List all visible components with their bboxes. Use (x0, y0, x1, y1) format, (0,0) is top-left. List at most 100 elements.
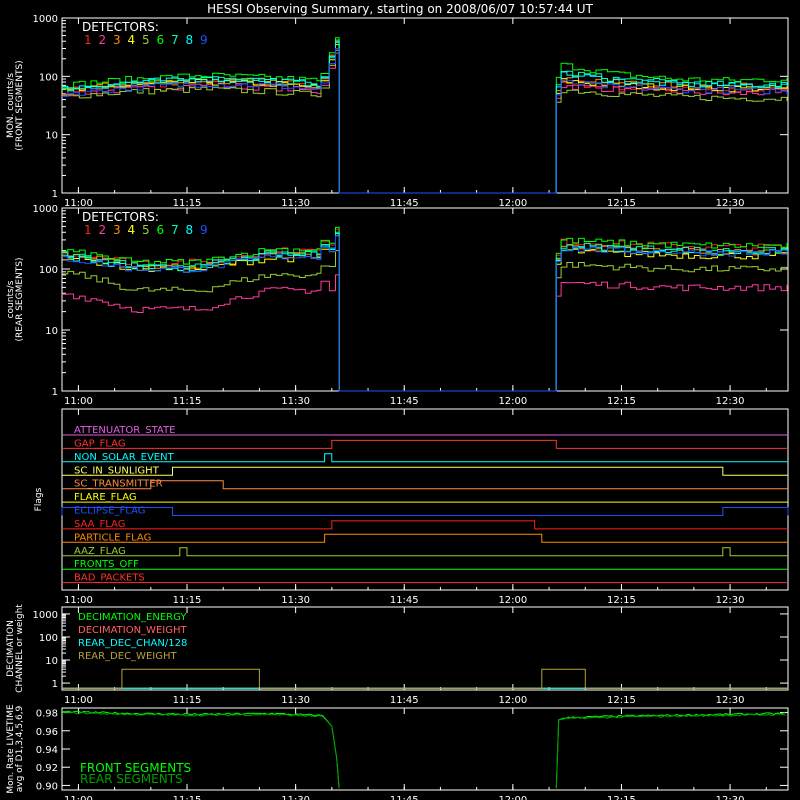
livetime-xtick-label: 12:00 (498, 795, 527, 800)
decimation-legend-2: REAR_DEC_CHAN/128 (78, 638, 187, 649)
rear-legend-detector-4: 4 (128, 223, 136, 237)
rear-legend-detector-6: 6 (157, 223, 165, 237)
panels: 11:00 11:15 11:30 11:45 12:00 12:15 12:30 MON. … (6, 14, 789, 800)
rear-series-detector-2 (62, 274, 788, 392)
rear-ytick-label: 1000 (33, 204, 58, 215)
decimation-legend-0: DECIMATION_ENERGY (78, 612, 187, 623)
livetime-ytick-label: 0.98 (36, 709, 58, 720)
decimation-ytick-label: 10 (45, 656, 58, 667)
rear-legend-detector-9: 9 (200, 223, 208, 237)
livetime-xtick-label: 11:45 (390, 795, 419, 800)
livetime-ytick-label: 0.94 (36, 745, 58, 756)
flag-trace-non_solar_event (62, 453, 788, 463)
rear-legend-detector-1: 1 (84, 223, 92, 237)
front-legend-title: DETECTORS: (82, 20, 159, 34)
decimation-legend-1: DECIMATION_WEIGHT (78, 625, 187, 636)
flag-label-bad_packets: BAD_PACKETS (74, 573, 145, 584)
livetime-legend-0: FRONT SEGMENTS (80, 761, 191, 775)
rear-xtick-label: 12:00 (498, 396, 527, 407)
livetime-legend-1: REAR SEGMENTS (80, 772, 183, 786)
decimation-ylabel: DECIMATION (6, 620, 16, 677)
decimation-legend-3: REAR_DEC_WEIGHT (78, 651, 177, 662)
front-series-detector-8 (62, 40, 788, 194)
decimation-ytick-label: 1 (52, 679, 58, 690)
front-xtick-label: 12:15 (607, 198, 636, 209)
decimation-xtick-label: 12:30 (716, 695, 745, 706)
flag-label-eclipse_flag: ECLIPSE_FLAG (74, 506, 145, 517)
decimation-ytick-label: 100 (39, 633, 58, 644)
front-xtick-label: 11:45 (390, 198, 419, 209)
front-xtick-label: 11:00 (64, 198, 93, 209)
flag-trace-sc_in_sunlight (62, 466, 788, 476)
front-legend-detector-7: 7 (171, 33, 179, 47)
decimation-trace-3 (62, 668, 788, 689)
rear-xtick-label: 11:00 (64, 396, 93, 407)
rear-ytick-label: 1 (52, 387, 58, 398)
livetime-xtick-label: 12:30 (716, 795, 745, 800)
rear-legend-detector-2: 2 (99, 223, 107, 237)
decimation-xtick-label: 12:00 (498, 695, 527, 706)
flags-xtick-label: 12:15 (607, 595, 636, 606)
front-ylabel: MON. counts/s (6, 73, 16, 138)
livetime-ytick-label: 0.90 (36, 781, 58, 792)
flag-trace-aaz_flag (62, 547, 788, 557)
rear-legend-detector-3: 3 (113, 223, 121, 237)
front-xtick-label: 11:30 (281, 198, 310, 209)
flag-label-non_solar_event: NON_SOLAR_EVENT (74, 452, 175, 463)
livetime-xtick-label: 11:30 (281, 795, 310, 800)
flag-trace-gap_flag (62, 439, 788, 449)
front-legend-detector-9: 9 (200, 33, 208, 47)
flag-label-aaz_flag: AAZ_FLAG (74, 546, 126, 557)
flags-ylabel: Flags (34, 487, 44, 511)
flag-label-attenuator_state: ATTENUATOR_STATE (74, 425, 175, 436)
flag-trace-sc_transmitter (62, 480, 788, 490)
rear-legend-detector-8: 8 (186, 223, 194, 237)
flag-label-gap_flag: GAP_FLAG (74, 438, 126, 449)
flags-frame (61, 408, 789, 591)
rear-xtick-label: 12:15 (607, 396, 636, 407)
flag-label-sc_transmitter: SC_TRANSMITTER (74, 479, 163, 490)
decimation-xtick-label: 12:15 (607, 695, 636, 706)
figure-title: HESSI Observing Summary, starting on 200… (207, 2, 593, 16)
livetime-ytick-label: 0.92 (36, 763, 58, 774)
rear-ytick-label: 100 (39, 265, 58, 276)
flag-label-sc_in_sunlight: SC_IN_SUNLIGHT (74, 465, 160, 476)
front-legend-detector-6: 6 (157, 33, 165, 47)
flag-trace-saa_flag (62, 520, 788, 530)
flags-xtick-label: 12:30 (716, 595, 745, 606)
rear-series-detector-5 (62, 250, 788, 392)
flags-xtick-label: 11:00 (64, 595, 93, 606)
front-xtick-label: 11:15 (173, 198, 202, 209)
front-ytick-label: 100 (39, 72, 58, 83)
rear-xtick-label: 12:30 (716, 396, 745, 407)
front-legend-detector-5: 5 (142, 33, 150, 47)
front-ylabel: (FRONT SEGMENTS) (15, 60, 25, 150)
front-xtick-label: 12:00 (498, 198, 527, 209)
decimation-xtick-label: 11:00 (64, 695, 93, 706)
flags-xtick-label: 11:30 (281, 595, 310, 606)
rear-legend-title: DETECTORS: (82, 210, 159, 224)
rear-xtick-label: 11:45 (390, 396, 419, 407)
livetime-ytick-label: 0.96 (36, 727, 58, 738)
flag-label-particle_flag: PARTICLE_FLAG (74, 532, 151, 543)
front-xtick-label: 12:30 (716, 198, 745, 209)
front-ytick-label: 1000 (33, 14, 58, 25)
rear-legend-detector-5: 5 (142, 223, 150, 237)
front-ytick-label: 1 (52, 189, 58, 200)
decimation-xtick-label: 11:30 (281, 695, 310, 706)
flag-trace-particle_flag (62, 533, 788, 543)
decimation-ytick-label: 1000 (33, 610, 58, 621)
front-legend-detector-2: 2 (99, 33, 107, 47)
livetime-trace-1 (61, 711, 786, 789)
flag-label-saa_flag: SAA_FLAG (74, 519, 125, 530)
rear-ylabel: (REAR SEGMENTS) (15, 257, 25, 341)
flag-trace-eclipse_flag (61, 507, 789, 516)
rear-series-detector-9 (62, 235, 788, 392)
decimation-frame (61, 606, 789, 691)
flag-label-fronts_off: FRONTS_OFF (74, 559, 139, 570)
flags-xtick-label: 11:15 (173, 595, 202, 606)
front-legend-detector-8: 8 (186, 33, 194, 47)
livetime-xtick-label: 11:00 (64, 795, 93, 800)
